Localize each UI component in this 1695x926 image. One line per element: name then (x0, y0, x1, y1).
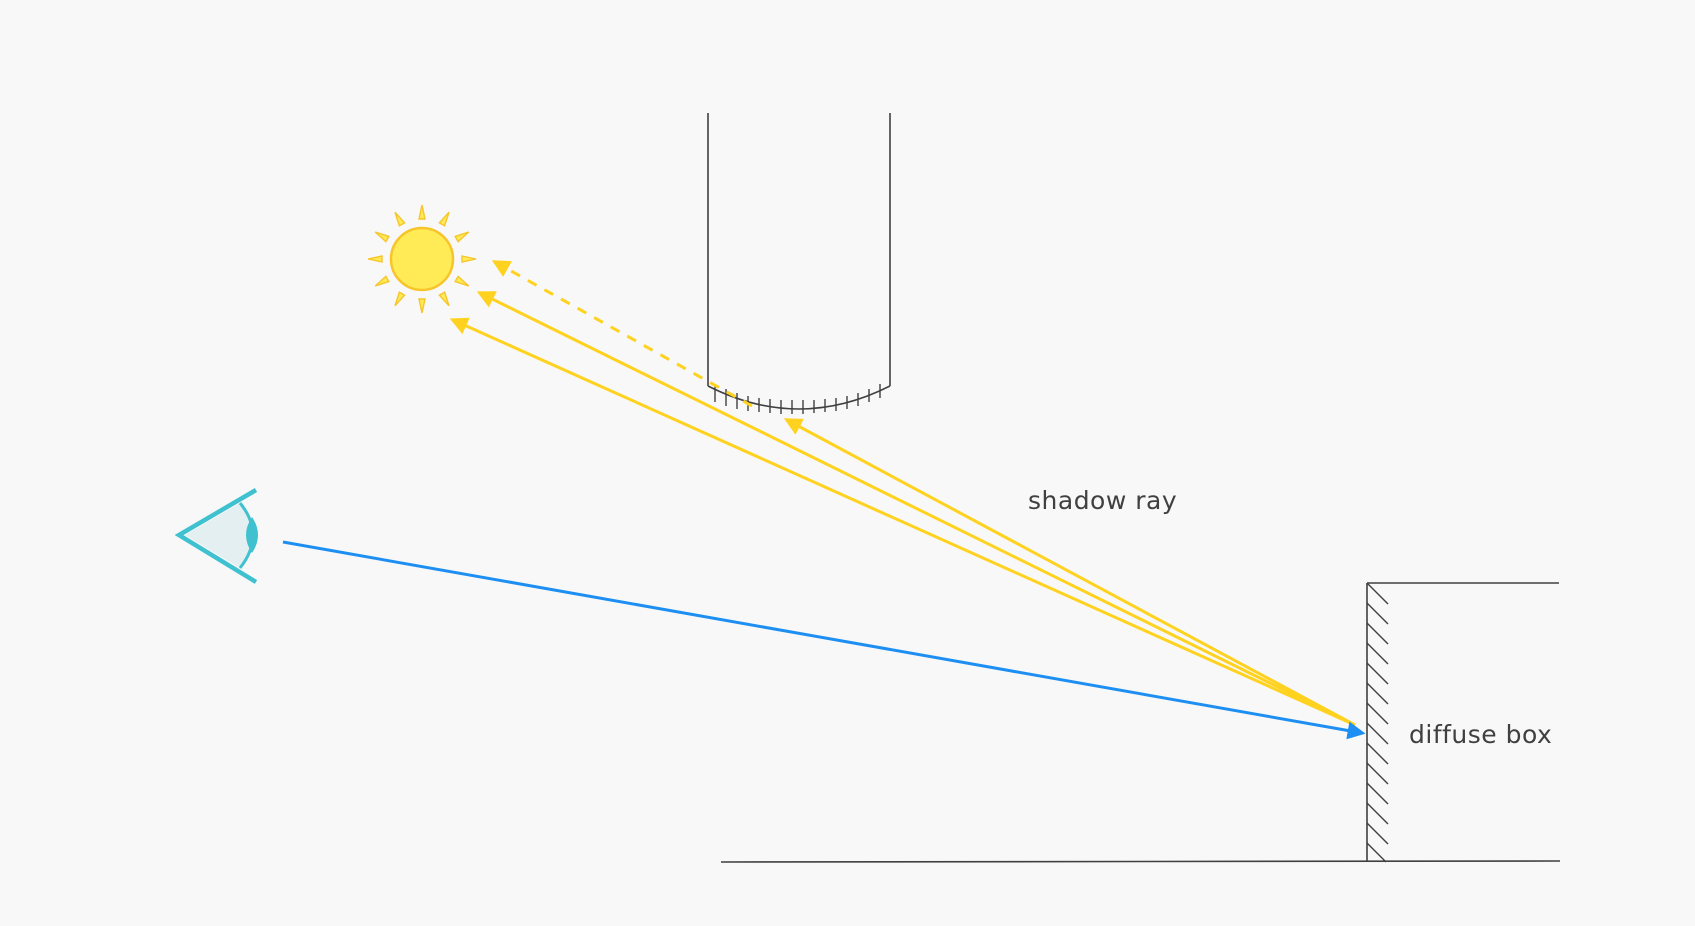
shadow-ray-blocked-continuation (491, 260, 753, 408)
shadow-ray-visible-2 (449, 317, 1356, 727)
sun-icon (367, 204, 477, 314)
floor-line (720, 860, 1561, 863)
shadow-rays (449, 260, 1356, 727)
shadow-ray-label: shadow ray (1028, 486, 1178, 515)
eye-icon (174, 488, 258, 584)
shadow-ray-blocked (783, 418, 1356, 727)
diffuse-box-label: diffuse box (1409, 720, 1553, 749)
diffuse-box (1366, 582, 1559, 863)
box-hatch (1366, 582, 1389, 863)
shadow-ray-visible-1 (476, 291, 1356, 727)
occluder-cylinder (707, 113, 891, 414)
camera-ray (282, 540, 1366, 740)
